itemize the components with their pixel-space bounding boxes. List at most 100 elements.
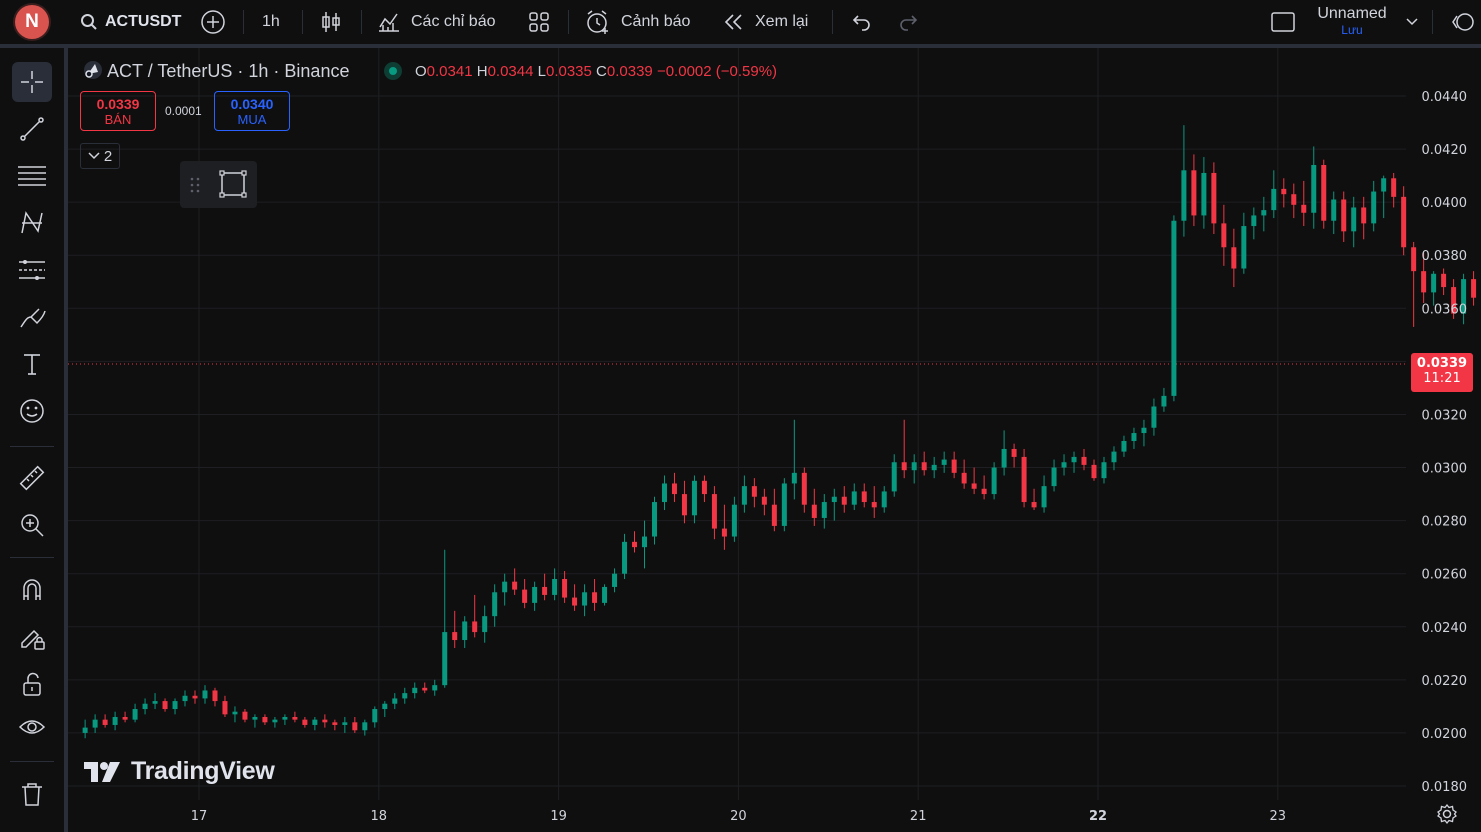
toolbar-divider (302, 10, 303, 34)
candle-body (761, 496, 767, 505)
indicators-toggle-button[interactable]: 2 (80, 143, 120, 169)
candle-body (771, 504, 777, 526)
save-label[interactable]: Lưu (1341, 23, 1363, 37)
trend-line-tool[interactable] (12, 109, 52, 149)
text-tool[interactable] (12, 344, 52, 384)
chart-settings-button[interactable] (1436, 803, 1458, 830)
candle (1361, 196, 1367, 240)
candle-body (1401, 196, 1407, 248)
drawing-toolbar (0, 48, 68, 832)
rectangle-select-icon[interactable] (218, 169, 248, 199)
candle (242, 709, 248, 723)
interval-button[interactable]: 1h (262, 0, 280, 44)
candle (1241, 212, 1247, 274)
candle-body (642, 536, 648, 548)
indicators-button[interactable]: Các chỉ báo (377, 0, 496, 44)
candle-body (1201, 172, 1207, 216)
candle (851, 483, 857, 510)
candle-body (681, 494, 687, 516)
fib-tool[interactable] (12, 156, 52, 196)
candle (1051, 459, 1057, 492)
user-avatar[interactable]: N (15, 5, 49, 39)
candle-body (222, 701, 228, 715)
candle-body (312, 719, 318, 725)
add-circle-icon (201, 10, 225, 34)
candle (372, 706, 378, 728)
candle-body (522, 589, 528, 603)
sell-button[interactable]: 0.0339 BÁN (80, 91, 156, 131)
chart-area[interactable]: 0.04400.04200.04000.03800.03600.03400.03… (68, 48, 1481, 832)
high-label: H (476, 63, 488, 80)
chart-type-button[interactable] (320, 0, 342, 44)
candle-body (1191, 170, 1197, 216)
candle-body (1221, 223, 1227, 248)
undo-button[interactable] (850, 0, 872, 44)
candle-body (1391, 178, 1397, 197)
candle-body (92, 719, 98, 728)
candle (602, 584, 608, 606)
alerts-button[interactable]: Cảnh báo (585, 0, 690, 44)
prediction-tool[interactable] (12, 250, 52, 290)
drag-handle-icon[interactable] (189, 175, 201, 195)
candle-body (162, 701, 168, 710)
layout-name-block[interactable]: Unnamed Lưu (1313, 5, 1391, 37)
chart-legend[interactable]: ACT / TetherUS · 1h · Binance (83, 60, 349, 82)
candle (92, 714, 98, 733)
candle (182, 690, 188, 707)
magnet-tool[interactable] (12, 570, 52, 610)
redo-button[interactable] (898, 0, 920, 44)
open-value: 0.0341 (426, 63, 473, 80)
candle (1331, 191, 1337, 234)
price-chart[interactable]: 0.04400.04200.04000.03800.03600.03400.03… (68, 48, 1481, 832)
trend-line-icon (20, 117, 44, 141)
brush-tool[interactable] (12, 297, 52, 337)
candle-body (711, 494, 717, 529)
candle (1121, 435, 1127, 457)
pattern-icon (21, 211, 43, 234)
replay-button[interactable]: Xem lại (723, 0, 808, 44)
candle-body (1361, 207, 1367, 224)
lock-drawings-tool[interactable] (12, 664, 52, 704)
candle-body (801, 472, 807, 505)
emoji-tool[interactable] (12, 391, 52, 431)
toolbar-divider (832, 10, 833, 34)
market-status-indicator[interactable] (384, 62, 402, 80)
candle (1411, 241, 1417, 327)
pattern-tool[interactable] (12, 203, 52, 243)
price-tick: 0.0280 (1422, 515, 1468, 530)
quick-search-button[interactable] (1451, 0, 1475, 44)
hide-drawings-tool[interactable] (12, 707, 52, 747)
candle-body (1041, 486, 1047, 508)
symbol-search-button[interactable]: ACTUSDT (80, 0, 181, 44)
candle-body (1171, 220, 1177, 396)
remove-drawings-tool[interactable] (12, 774, 52, 814)
symbol-label: ACTUSDT (105, 13, 182, 30)
top-toolbar: N ACTUSDT 1h Các chỉ báo Cảnh báo Xem lạ… (0, 0, 1481, 48)
candle-body (1151, 406, 1157, 428)
candle-body (991, 467, 997, 495)
candle-body (572, 597, 578, 606)
candle-body (821, 502, 827, 518)
candle (1191, 154, 1197, 227)
compare-symbol-button[interactable] (200, 0, 226, 44)
candle-body (1321, 165, 1327, 221)
layout-menu-button[interactable] (1405, 0, 1419, 44)
candle-body (532, 586, 538, 603)
candle-body (412, 687, 418, 694)
candle-body (232, 711, 238, 715)
candle (1311, 146, 1317, 229)
measure-tool[interactable] (12, 458, 52, 498)
layout-button[interactable] (1270, 0, 1296, 44)
templates-button[interactable] (528, 0, 550, 44)
zoom-tool[interactable] (12, 505, 52, 545)
candle-body (1421, 271, 1427, 293)
candle-body (152, 701, 158, 704)
candle-body (1121, 441, 1127, 452)
stay-in-drawing-tool[interactable] (12, 617, 52, 657)
candle (492, 584, 498, 627)
candle (472, 594, 478, 638)
crosshair-tool[interactable] (12, 62, 52, 102)
candle-body (272, 719, 278, 723)
candle-body (1101, 462, 1107, 479)
buy-button[interactable]: 0.0340 MUA (214, 91, 290, 131)
